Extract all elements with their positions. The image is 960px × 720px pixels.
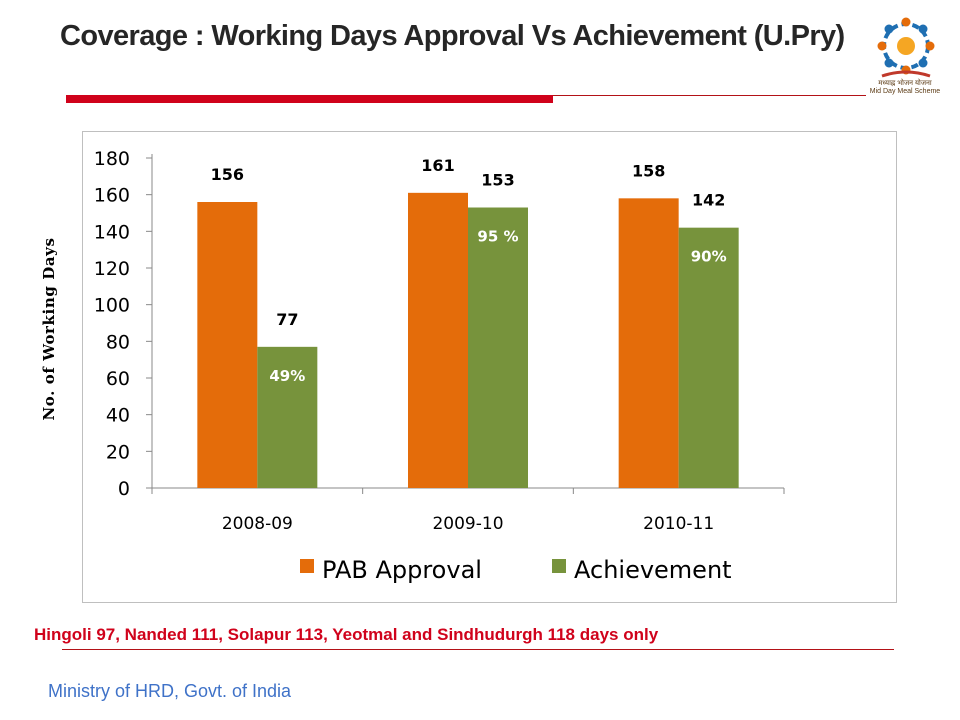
y-tick-label: 160: [94, 185, 130, 207]
y-tick-label: 40: [106, 405, 130, 427]
y-tick-label: 100: [94, 295, 130, 317]
data-label: 153: [481, 171, 514, 190]
data-label: 77: [276, 310, 298, 329]
logo-caption: मध्याह्न भोजन योजना Mid Day Meal Scheme: [862, 80, 948, 96]
y-tick-label: 140: [94, 221, 130, 243]
footnote: Hingoli 97, Nanded 111, Solapur 113, Yeo…: [34, 625, 659, 644]
legend-swatch: [300, 559, 314, 573]
slide-title: Coverage : Working Days Approval Vs Achi…: [60, 20, 845, 52]
logo-caption-english: Mid Day Meal Scheme: [869, 88, 941, 95]
data-label: 158: [632, 161, 665, 180]
title-accent-bar: [66, 95, 553, 103]
x-tick-label: 2008-09: [222, 514, 293, 534]
y-tick-label: 60: [106, 368, 130, 390]
y-tick-label: 120: [94, 258, 130, 280]
y-tick-label: 0: [118, 478, 130, 500]
bar-pab-approval: [408, 192, 468, 489]
bar-achievement: [678, 227, 739, 488]
bar-achievement: [468, 207, 528, 488]
percent-label: 95 %: [477, 228, 518, 246]
logo-caption-hindi: मध्याह्न भोजन योजना: [878, 80, 932, 87]
data-label: 161: [421, 156, 454, 175]
y-tick-label: 20: [106, 441, 130, 463]
percent-label: 49%: [269, 367, 305, 385]
percent-label: 90%: [691, 248, 727, 266]
data-label: 156: [211, 165, 244, 184]
bar-pab-approval: [618, 198, 679, 489]
footnote-underline: [62, 649, 894, 650]
y-tick-label: 180: [94, 148, 130, 170]
x-tick-label: 2009-10: [432, 514, 503, 534]
source-credit: Ministry of HRD, Govt. of India: [48, 681, 292, 701]
data-label: 142: [692, 191, 725, 210]
y-tick-label: 80: [106, 331, 130, 353]
mid-day-meal-logo-icon: [877, 17, 935, 78]
bar-pab-approval: [197, 202, 258, 488]
legend-swatch: [552, 559, 566, 573]
x-tick-label: 2010-11: [643, 514, 714, 534]
legend-label: Achievement: [574, 556, 732, 584]
legend-label: PAB Approval: [322, 556, 482, 584]
bar-achievement: [257, 346, 318, 488]
